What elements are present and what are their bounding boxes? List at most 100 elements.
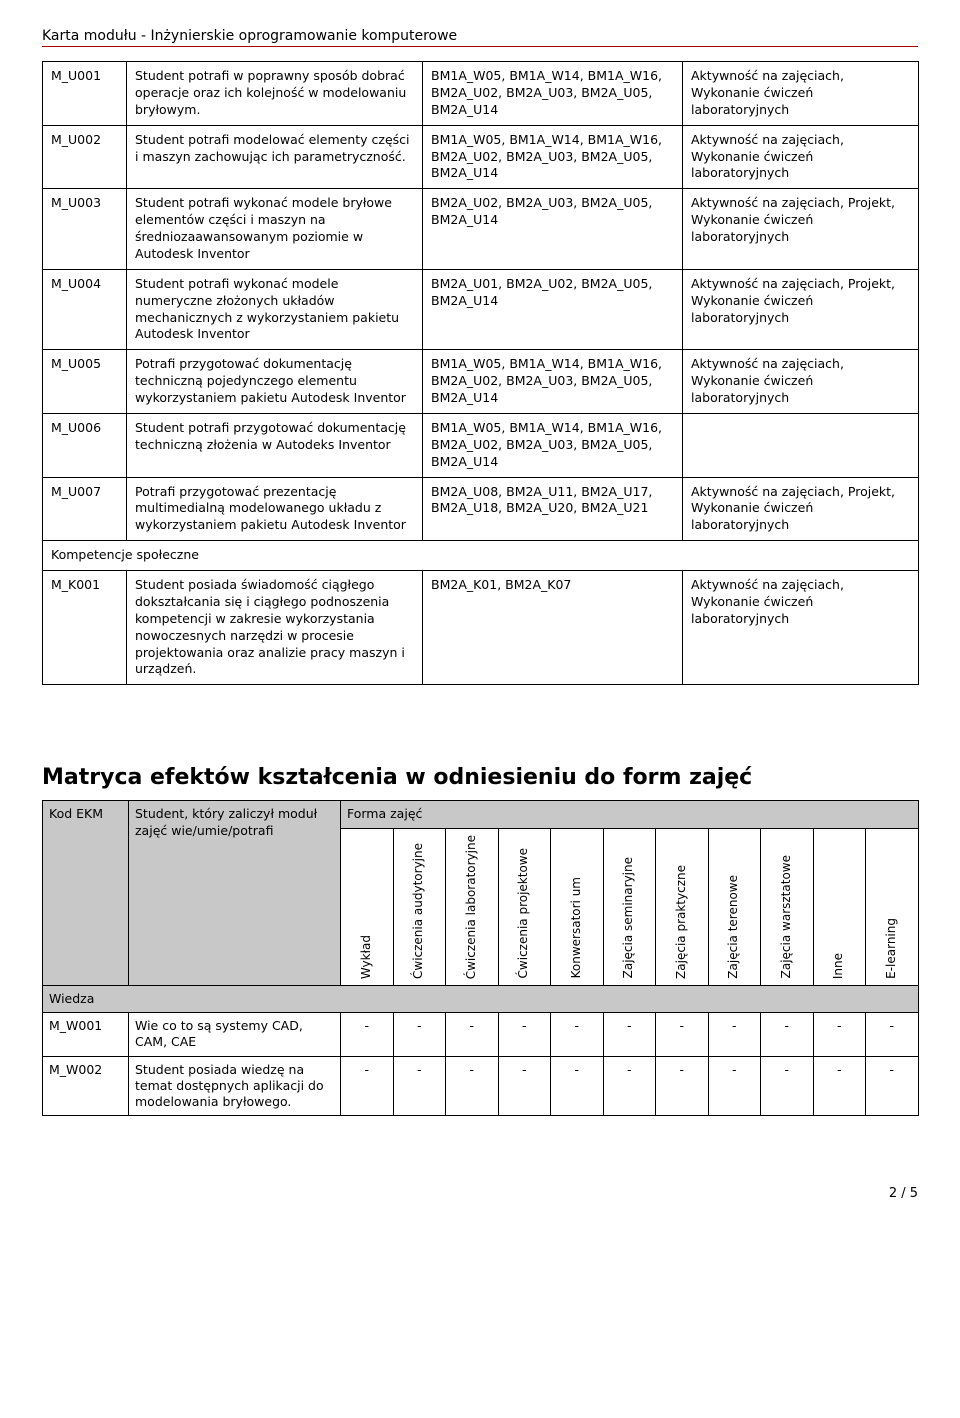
table-cell: M_K001 (43, 571, 127, 685)
matrix-cell-value: - (708, 1013, 761, 1057)
rotated-label: Zajęcia warsztatowe (779, 849, 795, 984)
table-row: M_U005Potrafi przygotować dokumentację t… (43, 350, 919, 414)
table-row: M_U002Student potrafi modelować elementy… (43, 125, 919, 189)
section-label: Kompetencje społeczne (43, 541, 919, 571)
matrix-form-header: Ćwiczenia laboratoryjne (446, 828, 499, 985)
matrix-col-code: Kod EKM (43, 801, 129, 986)
matrix-cell-value: - (341, 1056, 394, 1116)
section-row-social: Kompetencje społeczne (43, 541, 919, 571)
rotated-label: E-learning (884, 912, 900, 985)
rotated-label: Ćwiczenia audytoryjne (411, 837, 427, 985)
matrix-cell-value: - (446, 1013, 499, 1057)
table-cell: Aktywność na zajęciach, Wykonanie ćwicze… (683, 62, 919, 126)
matrix-form-header: Ćwiczenia projektowe (498, 828, 551, 985)
matrix-form-header: Zajęcia terenowe (708, 828, 761, 985)
rotated-label: Inne (831, 947, 847, 985)
matrix-cell-desc: Student posiada wiedzę na temat dostępny… (129, 1056, 341, 1116)
matrix-cell-desc: Wie co to są systemy CAD, CAM, CAE (129, 1013, 341, 1057)
table-row: M_U003Student potrafi wykonać modele bry… (43, 189, 919, 270)
table-cell: Student potrafi wykonać modele bryłowe e… (127, 189, 423, 270)
matrix-cell-value: - (393, 1013, 446, 1057)
table-cell: M_U003 (43, 189, 127, 270)
table-cell: BM1A_W05, BM1A_W14, BM1A_W16, BM2A_U02, … (423, 125, 683, 189)
table-cell: Student posiada świadomość ciągłego doks… (127, 571, 423, 685)
rotated-label: Ćwiczenia laboratoryjne (464, 829, 480, 985)
table-cell: Aktywność na zajęciach, Wykonanie ćwicze… (683, 350, 919, 414)
table-row: M_K001Student posiada świadomość ciągłeg… (43, 571, 919, 685)
matrix-form-header: Ćwiczenia audytoryjne (393, 828, 446, 985)
table-cell: Student potrafi przygotować dokumentację… (127, 413, 423, 477)
matrix-cell-value: - (341, 1013, 394, 1057)
rotated-label: Zajęcia praktyczne (674, 859, 690, 985)
table-row: M_U006Student potrafi przygotować dokume… (43, 413, 919, 477)
table-cell: Aktywność na zajęciach, Wykonanie ćwicze… (683, 125, 919, 189)
matrix-cell-value: - (498, 1013, 551, 1057)
matrix-cell-value: - (866, 1013, 919, 1057)
matrix-form-header: Zajęcia praktyczne (656, 828, 709, 985)
matrix-cell-value: - (656, 1013, 709, 1057)
table-cell: BM1A_W05, BM1A_W14, BM1A_W16, BM2A_U02, … (423, 350, 683, 414)
matrix-cell-value: - (551, 1056, 604, 1116)
matrix-cell-value: - (761, 1013, 814, 1057)
document-title: Karta modułu - Inżynierskie oprogramowan… (42, 28, 918, 47)
table-cell: Student potrafi modelować elementy częśc… (127, 125, 423, 189)
rotated-label: Zajęcia terenowe (726, 869, 742, 985)
matrix-col-forms: Forma zajęć (341, 801, 919, 828)
table-cell: M_U004 (43, 269, 127, 350)
matrix-cell-value: - (761, 1056, 814, 1116)
table-cell (683, 413, 919, 477)
table-cell: M_U001 (43, 62, 127, 126)
section-label: Wiedza (43, 985, 919, 1012)
matrix-cell-value: - (813, 1013, 866, 1057)
rotated-label: Zajęcia seminaryjne (621, 851, 637, 984)
section-row-knowledge: Wiedza (43, 985, 919, 1012)
matrix-table: Kod EKM Student, który zaliczył moduł za… (42, 800, 919, 1116)
table-cell: BM1A_W05, BM1A_W14, BM1A_W16, BM2A_U02, … (423, 62, 683, 126)
table-cell: BM2A_U02, BM2A_U03, BM2A_U05, BM2A_U14 (423, 189, 683, 270)
table-cell: M_U002 (43, 125, 127, 189)
table-cell: BM2A_K01, BM2A_K07 (423, 571, 683, 685)
matrix-cell-value: - (603, 1013, 656, 1057)
matrix-heading: Matryca efektów kształcenia w odniesieni… (42, 765, 918, 790)
table-cell: Student potrafi wykonać modele numeryczn… (127, 269, 423, 350)
matrix-cell-value: - (813, 1056, 866, 1116)
table-cell: BM2A_U01, BM2A_U02, BM2A_U05, BM2A_U14 (423, 269, 683, 350)
outcomes-table: M_U001Student potrafi w poprawny sposób … (42, 61, 919, 685)
table-cell: Aktywność na zajęciach, Projekt, Wykonan… (683, 189, 919, 270)
rotated-label: Konwersatori um (569, 871, 585, 984)
table-row: M_U007Potrafi przygotować prezentację mu… (43, 477, 919, 541)
matrix-cell-value: - (866, 1056, 919, 1116)
table-cell: Potrafi przygotować prezentację multimed… (127, 477, 423, 541)
table-cell: Aktywność na zajęciach, Wykonanie ćwicze… (683, 571, 919, 685)
table-cell: Aktywność na zajęciach, Projekt, Wykonan… (683, 477, 919, 541)
matrix-col-desc: Student, który zaliczył moduł zajęć wie/… (129, 801, 341, 986)
matrix-cell-code: M_W001 (43, 1013, 129, 1057)
rotated-label: Wykład (359, 929, 375, 985)
table-cell: BM2A_U08, BM2A_U11, BM2A_U17, BM2A_U18, … (423, 477, 683, 541)
table-cell: M_U007 (43, 477, 127, 541)
matrix-form-header: Zajęcia warsztatowe (761, 828, 814, 985)
table-row: M_W001Wie co to są systemy CAD, CAM, CAE… (43, 1013, 919, 1057)
table-cell: M_U005 (43, 350, 127, 414)
matrix-form-header: E-learning (866, 828, 919, 985)
matrix-form-header: Konwersatori um (551, 828, 604, 985)
matrix-cell-value: - (708, 1056, 761, 1116)
table-row: M_W002Student posiada wiedzę na temat do… (43, 1056, 919, 1116)
table-cell: Student potrafi w poprawny sposób dobrać… (127, 62, 423, 126)
table-cell: BM1A_W05, BM1A_W14, BM1A_W16, BM2A_U02, … (423, 413, 683, 477)
table-cell: M_U006 (43, 413, 127, 477)
matrix-cell-value: - (656, 1056, 709, 1116)
table-cell: Aktywność na zajęciach, Projekt, Wykonan… (683, 269, 919, 350)
matrix-form-header: Wykład (341, 828, 394, 985)
matrix-cell-code: M_W002 (43, 1056, 129, 1116)
matrix-cell-value: - (551, 1013, 604, 1057)
table-row: M_U004Student potrafi wykonać modele num… (43, 269, 919, 350)
page-number: 2 / 5 (42, 1186, 918, 1201)
table-cell: Potrafi przygotować dokumentację technic… (127, 350, 423, 414)
matrix-form-header: Inne (813, 828, 866, 985)
table-row: M_U001Student potrafi w poprawny sposób … (43, 62, 919, 126)
matrix-form-header: Zajęcia seminaryjne (603, 828, 656, 985)
matrix-cell-value: - (603, 1056, 656, 1116)
rotated-label: Ćwiczenia projektowe (516, 842, 532, 984)
matrix-cell-value: - (446, 1056, 499, 1116)
